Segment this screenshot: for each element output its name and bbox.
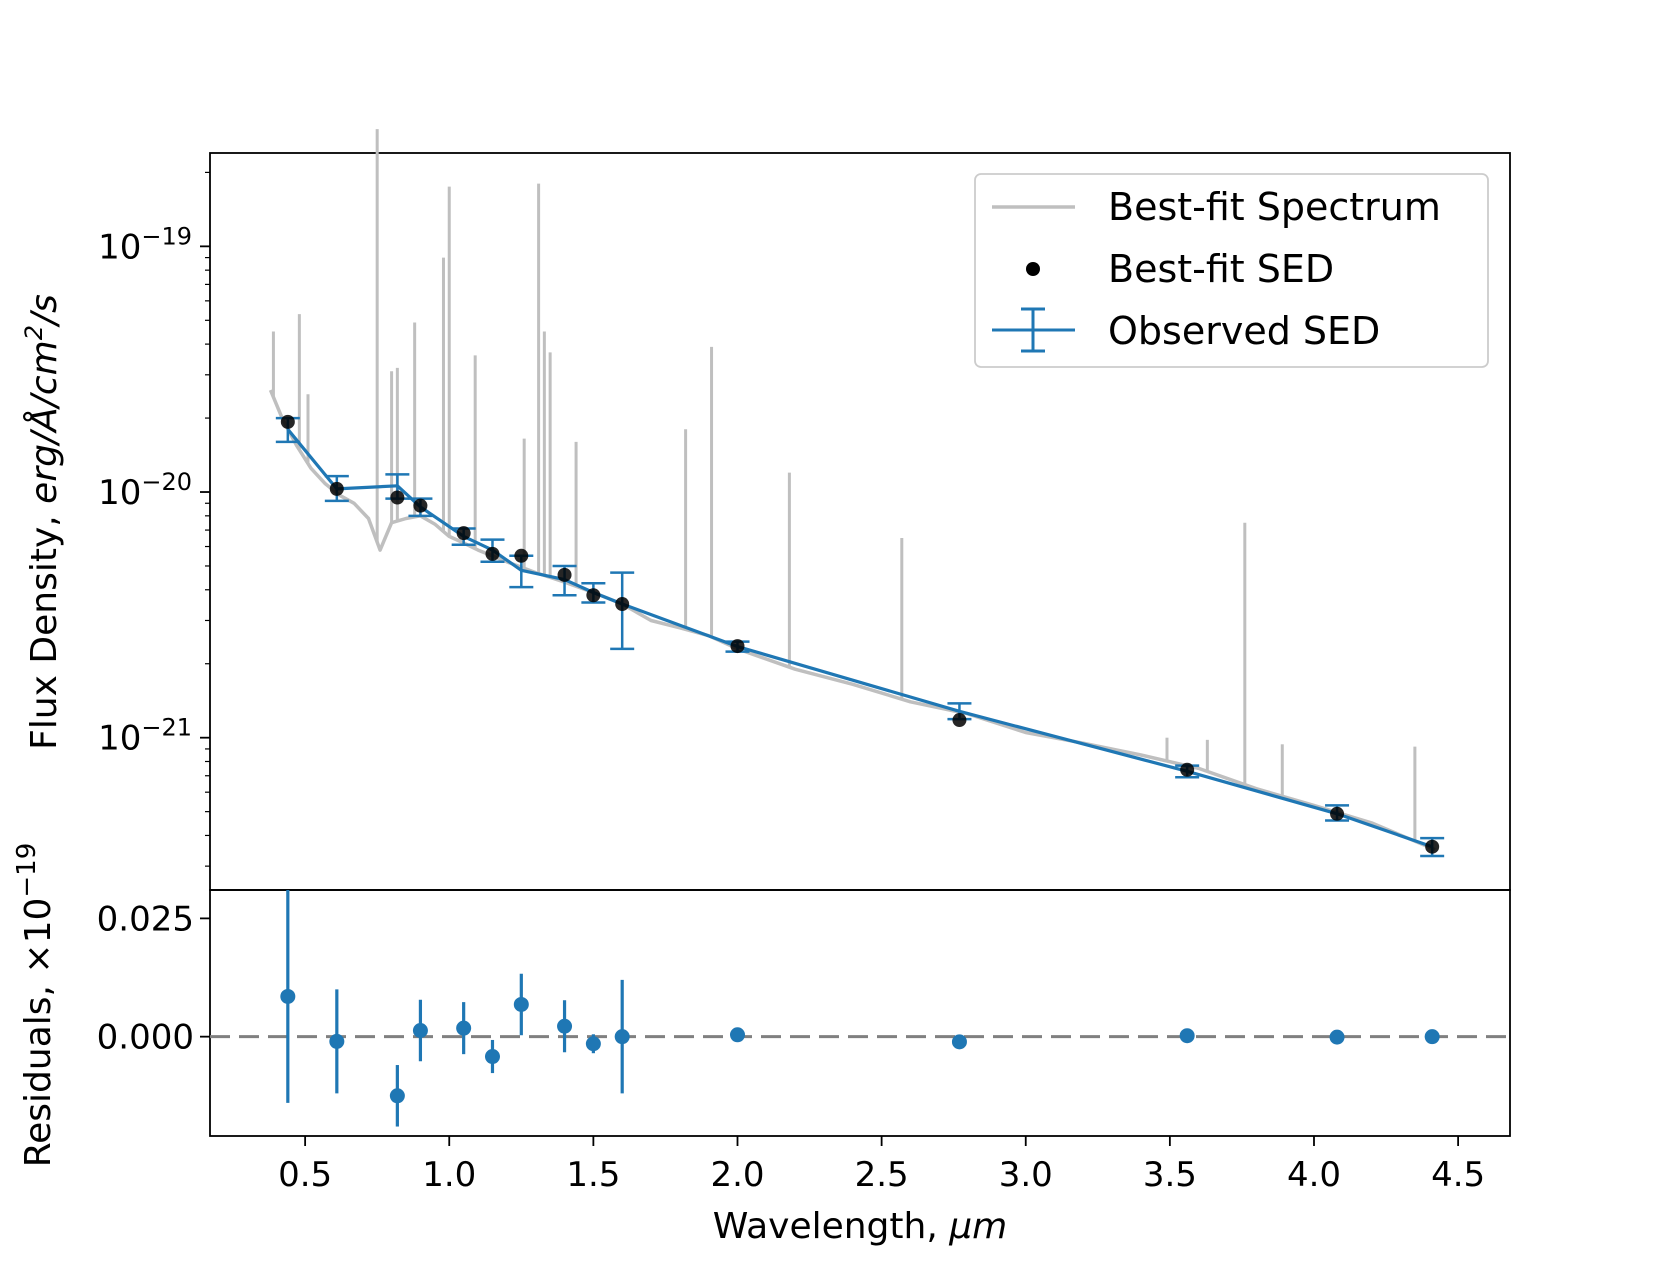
best-fit-sed-point xyxy=(280,414,295,429)
residual-point xyxy=(1329,1029,1345,1045)
residuals-panel: 0.000 0.025 0.5 1.0 1.5 2.0 2.5 3.0 3.5 4.0 4.5 R… xyxy=(12,843,1511,1247)
best-fit-sed-point xyxy=(390,490,405,505)
wavelength-tick-label: 1.5 xyxy=(566,1155,620,1195)
residual-marker xyxy=(513,996,529,1012)
residual-point xyxy=(729,1027,745,1043)
best-fit-sed-point xyxy=(1330,806,1345,821)
residual-point xyxy=(456,1002,472,1055)
residual-point xyxy=(614,979,630,1094)
best-fit-sed-point xyxy=(1425,839,1440,854)
residual-point xyxy=(329,989,345,1094)
residual-point xyxy=(951,1034,967,1050)
residual-point xyxy=(1424,1029,1440,1045)
residuals-tick-label: 0.000 xyxy=(97,1018,194,1058)
wavelength-tick-label: 3.5 xyxy=(1143,1155,1197,1195)
residual-points-layer xyxy=(280,890,1440,1127)
wavelength-tick-label: 0.5 xyxy=(278,1155,332,1195)
best-fit-sed-point xyxy=(456,526,471,541)
residual-marker xyxy=(280,988,296,1004)
residual-point xyxy=(1179,1028,1195,1044)
residual-point xyxy=(557,1000,573,1053)
wavelength-tick-label: 4.5 xyxy=(1431,1155,1485,1195)
wavelength-tick-label: 3.0 xyxy=(999,1155,1053,1195)
legend-label-best-fit-sed: Best-fit SED xyxy=(1108,247,1334,291)
residual-marker xyxy=(1329,1029,1345,1045)
residual-point xyxy=(412,999,428,1062)
residual-marker xyxy=(585,1036,601,1052)
residual-marker xyxy=(389,1088,405,1104)
wavelength-tick-label: 1.0 xyxy=(422,1155,476,1195)
best-fit-sed-point xyxy=(329,481,344,496)
legend-frame xyxy=(974,173,1489,368)
residual-marker xyxy=(1179,1028,1195,1044)
legend-label-spectrum: Best-fit Spectrum xyxy=(1108,185,1441,229)
best-fit-sed-point xyxy=(413,498,428,513)
best-fit-sed-point xyxy=(1180,762,1195,777)
best-fit-sed-point xyxy=(557,567,572,582)
observed-sed-line xyxy=(286,428,1433,849)
legend-sed-marker xyxy=(1026,262,1040,276)
residuals-y-axis: 0.000 0.025 xyxy=(97,899,210,1058)
residual-marker xyxy=(1424,1029,1440,1045)
residual-marker xyxy=(484,1049,500,1065)
residual-marker xyxy=(729,1027,745,1043)
wavelength-x-axis-title: Wavelength, μm xyxy=(713,1206,1007,1247)
best-fit-sed-point xyxy=(952,713,967,728)
spectrum-continuum xyxy=(268,389,1436,852)
residual-point xyxy=(484,1039,500,1074)
flux-tick-label: 10−19 xyxy=(98,222,192,267)
residuals-y-axis-title: Residuals, ×10−19 xyxy=(12,843,59,1168)
residual-marker xyxy=(557,1018,573,1034)
flux-tick-label: 10−20 xyxy=(98,468,192,513)
residual-marker xyxy=(456,1020,472,1036)
flux-y-axis-title: Flux Density, erg/Å/cm2/s xyxy=(20,294,65,750)
best-fit-sed-layer xyxy=(280,414,1440,854)
residual-marker xyxy=(412,1023,428,1039)
wavelength-tick-label: 2.5 xyxy=(855,1155,909,1195)
best-fit-sed-point xyxy=(586,588,601,603)
legend: Best-fit Spectrum Best-fit SED Observed … xyxy=(974,173,1489,368)
residuals-tick-label: 0.025 xyxy=(97,899,194,939)
flux-tick-label: 10−21 xyxy=(98,714,192,759)
best-fit-sed-point xyxy=(485,546,500,561)
observed-sed-layer xyxy=(275,416,1445,858)
best-fit-sed-point xyxy=(514,548,529,563)
residual-point xyxy=(389,1065,405,1127)
residuals-panel-frame xyxy=(209,889,1511,1137)
wavelength-tick-label: 2.0 xyxy=(710,1155,764,1195)
residual-point xyxy=(585,1034,601,1054)
residual-point xyxy=(513,973,529,1036)
best-fit-sed-point xyxy=(615,597,630,612)
best-fit-sed-point xyxy=(730,639,745,654)
legend-observed-swatch xyxy=(992,307,1075,353)
wavelength-x-axis: 0.5 1.0 1.5 2.0 2.5 3.0 3.5 4.0 4.5 xyxy=(278,1136,1485,1195)
flux-panel: 10−19 10−20 10−21 Flux Density, erg/Å/cm2/… xyxy=(20,129,1511,891)
residual-marker xyxy=(614,1029,630,1045)
legend-label-observed-sed: Observed SED xyxy=(1108,309,1380,353)
residual-marker xyxy=(329,1033,345,1049)
residual-point xyxy=(280,890,296,1103)
wavelength-tick-label: 4.0 xyxy=(1287,1155,1341,1195)
residual-marker xyxy=(951,1034,967,1050)
flux-y-axis: 10−19 10−20 10−21 xyxy=(98,171,210,867)
